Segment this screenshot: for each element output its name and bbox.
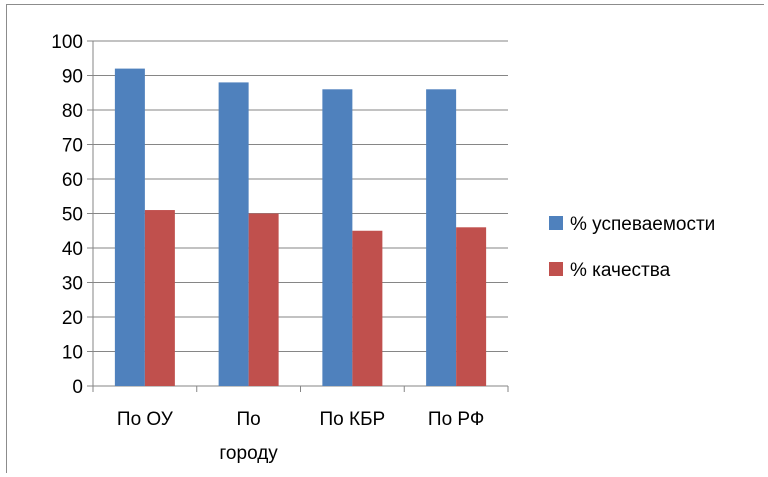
legend-swatch bbox=[549, 216, 563, 230]
bar bbox=[144, 210, 175, 386]
x-tick-label: городу bbox=[219, 443, 278, 464]
x-tick-label: По КБР bbox=[320, 409, 386, 430]
bar bbox=[248, 213, 279, 386]
bar bbox=[456, 227, 487, 386]
y-tick-label: 80 bbox=[62, 101, 83, 122]
y-tick-label: 90 bbox=[62, 67, 83, 88]
y-tick-label: 60 bbox=[62, 170, 83, 191]
x-tick-label: По bbox=[237, 409, 261, 430]
y-tick-label: 70 bbox=[62, 136, 83, 157]
y-tick-label: 10 bbox=[62, 343, 83, 364]
bar bbox=[218, 82, 249, 387]
legend-swatch bbox=[549, 262, 563, 276]
bar bbox=[426, 89, 457, 387]
x-tick-label: По РФ bbox=[428, 409, 484, 430]
y-tick-label: 100 bbox=[51, 32, 83, 53]
y-tick-label: 40 bbox=[62, 239, 83, 260]
y-tick-label: 20 bbox=[62, 308, 83, 329]
y-tick-label: 30 bbox=[62, 274, 83, 295]
legend-label: % качества bbox=[570, 260, 671, 281]
bar bbox=[352, 230, 383, 386]
bar bbox=[322, 89, 353, 387]
y-tick-label: 50 bbox=[62, 205, 83, 226]
bar bbox=[114, 68, 145, 386]
legend-label: % успеваемости bbox=[570, 214, 715, 235]
y-tick-label: 0 bbox=[72, 377, 83, 398]
x-tick-label: По ОУ bbox=[117, 409, 174, 430]
